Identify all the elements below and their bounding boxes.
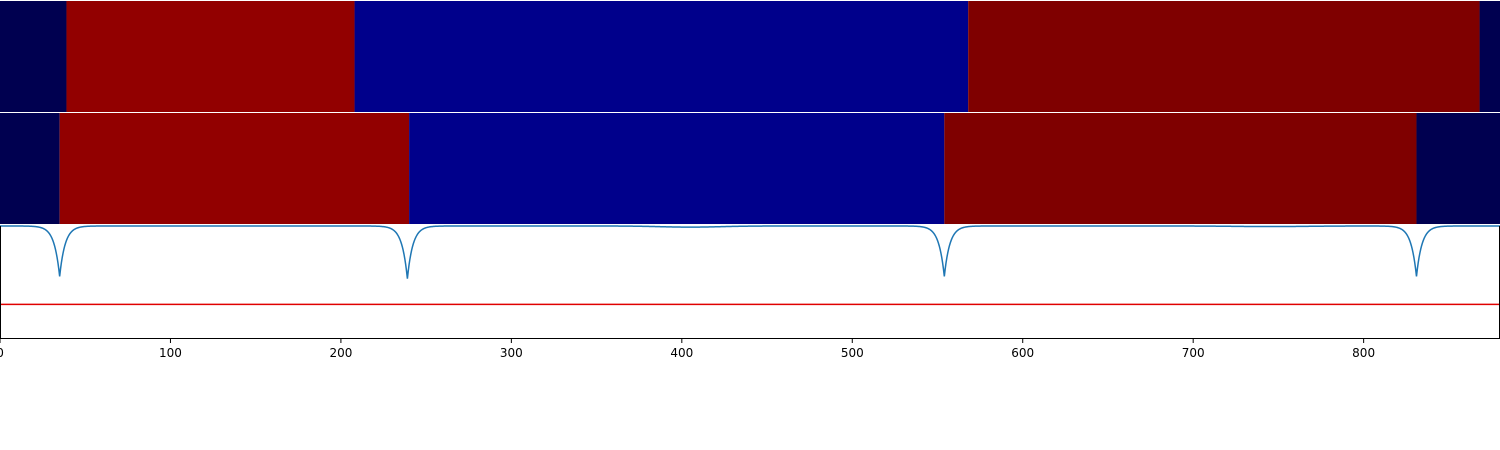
x-tick-label: 400 — [670, 346, 693, 360]
segment-2-3-blue — [409, 113, 945, 224]
segmentation-rows — [0, 1, 1500, 224]
segment-1-2-red — [66, 1, 355, 112]
x-tick-label: 600 — [1011, 346, 1034, 360]
x-axis: 0 100 200 300 400 500 600 700 800 — [0, 339, 1375, 360]
x-tick-label: 800 — [1352, 346, 1375, 360]
segment-1-5-dark_navy — [1479, 1, 1500, 112]
segment-2-2-red — [59, 113, 410, 224]
segment-2-5-dark_navy — [1416, 113, 1500, 224]
x-tick-label: 0 — [0, 346, 4, 360]
segment-1-3-blue — [354, 1, 969, 112]
x-tick-label: 700 — [1182, 346, 1205, 360]
segment-1-1-dark_navy — [0, 1, 67, 112]
segmentation-row-2 — [0, 113, 1500, 224]
x-tick-label: 200 — [329, 346, 352, 360]
x-tick-label: 300 — [500, 346, 523, 360]
segment-2-1-dark_navy — [0, 113, 60, 224]
x-tick-label: 100 — [159, 346, 182, 360]
segmentation-row-1 — [0, 1, 1500, 112]
x-tick-label: 500 — [841, 346, 864, 360]
boundary-curve-panel — [0, 225, 1500, 339]
segment-1-4-maroon — [968, 1, 1480, 112]
boundary-score-line — [0, 225, 1500, 279]
segment-2-4-maroon — [944, 113, 1417, 224]
